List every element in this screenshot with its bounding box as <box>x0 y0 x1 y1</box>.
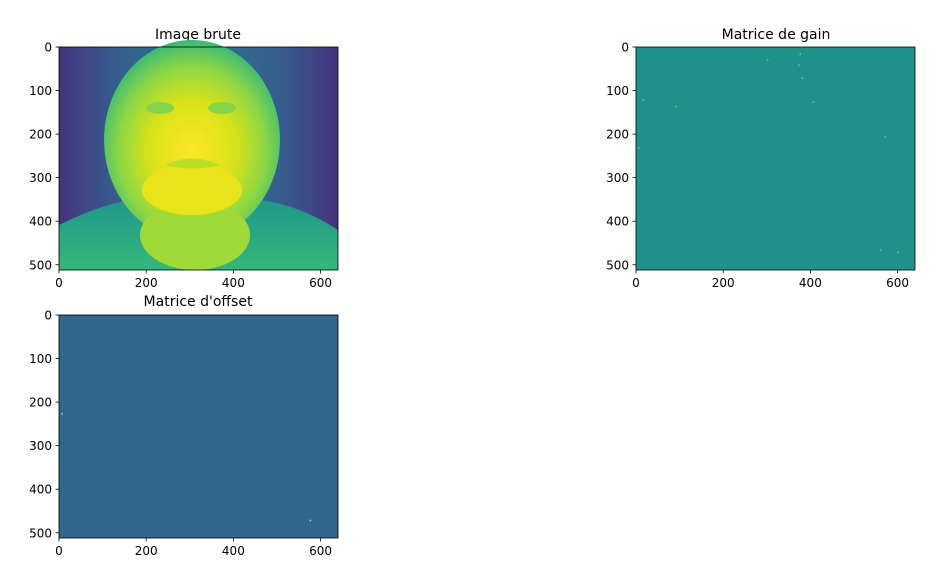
x-axis: 0 200 400 600 <box>55 270 332 290</box>
pixel-speck <box>884 136 886 138</box>
pixel-speck <box>799 53 801 56</box>
x-tick-label: 600 <box>309 544 332 558</box>
mustache <box>165 158 220 169</box>
panel-title: Image brute <box>155 27 241 43</box>
beard-region <box>142 165 242 215</box>
pixel-speck <box>812 101 815 103</box>
y-tick-label: 400 <box>29 483 52 497</box>
pixel-speck <box>638 147 640 149</box>
y-tick-label: 300 <box>606 171 629 185</box>
pixel-speck <box>801 77 804 79</box>
y-tick-label: 0 <box>44 41 52 55</box>
y-tick-label: 100 <box>29 84 52 98</box>
x-tick-label: 400 <box>222 544 245 558</box>
panel-image-brute: Image brute 0 200 400 600 0 100 200 300 400 500 <box>29 27 339 290</box>
x-tick-label: 400 <box>799 276 822 290</box>
y-axis: 0 100 200 300 400 500 <box>29 41 59 272</box>
heatmap-fill <box>59 315 338 538</box>
pixel-speck <box>675 105 677 108</box>
y-axis: 0 100 200 300 400 500 <box>29 309 59 540</box>
y-tick-label: 0 <box>44 309 52 323</box>
pixel-speck <box>309 519 312 522</box>
y-tick-label: 400 <box>606 215 629 229</box>
x-tick-label: 200 <box>135 544 158 558</box>
x-tick-label: 200 <box>135 276 158 290</box>
heatmap-fill <box>636 47 915 270</box>
neck-region <box>140 200 250 270</box>
y-tick-label: 500 <box>29 526 52 540</box>
plot-frame <box>58 314 339 539</box>
y-tick-label: 200 <box>29 396 52 410</box>
panel-matrice-d-offset: Matrice d'offset 0 200 400 600 0 100 200 300 40… <box>29 294 339 558</box>
y-tick-label: 300 <box>29 171 52 185</box>
y-tick-label: 500 <box>606 258 629 272</box>
y-tick-label: 500 <box>29 258 52 272</box>
y-tick-label: 200 <box>29 128 52 142</box>
x-tick-label: 600 <box>309 276 332 290</box>
y-tick-label: 200 <box>606 128 629 142</box>
eye-right <box>208 102 236 114</box>
x-tick-label: 600 <box>886 276 909 290</box>
eye-left <box>146 102 174 114</box>
panel-matrice-de-gain: Matrice de gain 0 200 400 600 0 100 200 300 400… <box>606 27 916 290</box>
plot-frame <box>635 46 916 271</box>
heatmap-offset <box>59 315 338 538</box>
pixel-speck <box>61 412 63 415</box>
y-tick-label: 100 <box>29 352 52 366</box>
panel-title: Matrice d'offset <box>144 294 253 310</box>
pixel-speck <box>642 99 645 101</box>
x-axis: 0 200 400 600 <box>632 270 909 290</box>
pixel-speck <box>766 59 769 61</box>
y-tick-label: 100 <box>606 84 629 98</box>
y-tick-label: 400 <box>29 215 52 229</box>
plot-frame <box>58 46 339 271</box>
y-tick-label: 300 <box>29 439 52 453</box>
pixel-speck <box>880 249 882 252</box>
pixel-speck <box>798 64 800 66</box>
heatmap-image <box>58 40 339 271</box>
pixel-speck <box>897 251 900 254</box>
x-tick-label: 0 <box>632 276 640 290</box>
x-tick-label: 0 <box>55 276 63 290</box>
x-tick-label: 0 <box>55 544 63 558</box>
x-axis: 0 200 400 600 <box>55 538 332 558</box>
y-axis: 0 100 200 300 400 500 <box>606 41 636 272</box>
x-tick-label: 200 <box>712 276 735 290</box>
heatmap-gain <box>636 47 915 270</box>
y-tick-label: 0 <box>621 41 629 55</box>
panel-title: Matrice de gain <box>722 27 831 43</box>
x-tick-label: 400 <box>222 276 245 290</box>
